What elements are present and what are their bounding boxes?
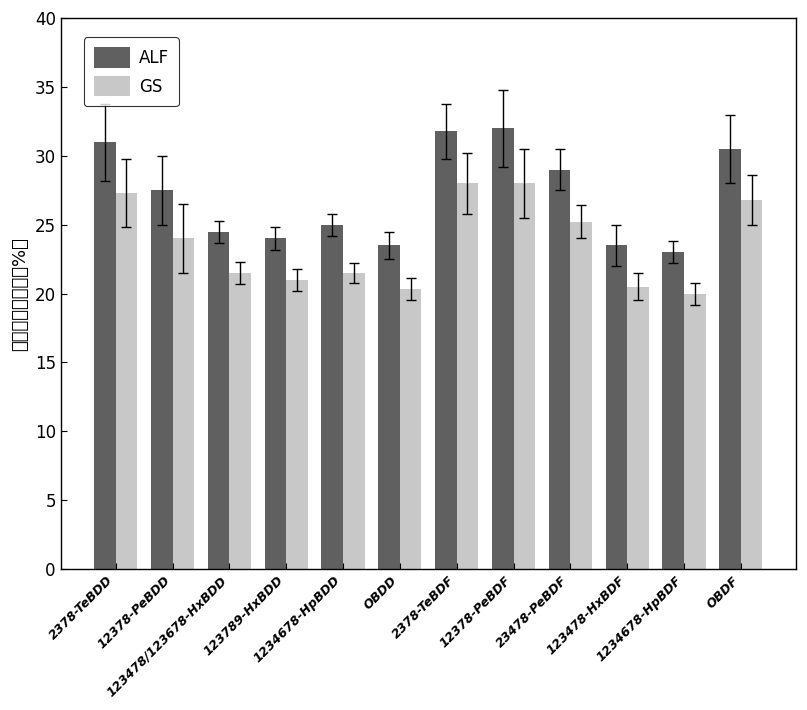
- Bar: [549, 170, 571, 569]
- Bar: [457, 183, 479, 569]
- Bar: [265, 239, 286, 569]
- Bar: [492, 129, 513, 569]
- Bar: [513, 183, 535, 569]
- Bar: [229, 273, 251, 569]
- Bar: [571, 222, 592, 569]
- Legend: ALF, GS: ALF, GS: [84, 38, 179, 106]
- Bar: [343, 273, 365, 569]
- Bar: [741, 200, 763, 569]
- Bar: [94, 142, 115, 569]
- Bar: [173, 239, 194, 569]
- Bar: [378, 246, 399, 569]
- Bar: [663, 252, 684, 569]
- Bar: [115, 193, 137, 569]
- Bar: [399, 290, 421, 569]
- Bar: [627, 287, 649, 569]
- Bar: [435, 131, 457, 569]
- Bar: [286, 280, 307, 569]
- Bar: [684, 293, 705, 569]
- Bar: [605, 246, 627, 569]
- Bar: [151, 190, 173, 569]
- Bar: [719, 149, 741, 569]
- Y-axis label: 吸入生物可给性（%）: 吸入生物可给性（%）: [11, 236, 29, 351]
- Bar: [321, 224, 343, 569]
- Bar: [207, 231, 229, 569]
